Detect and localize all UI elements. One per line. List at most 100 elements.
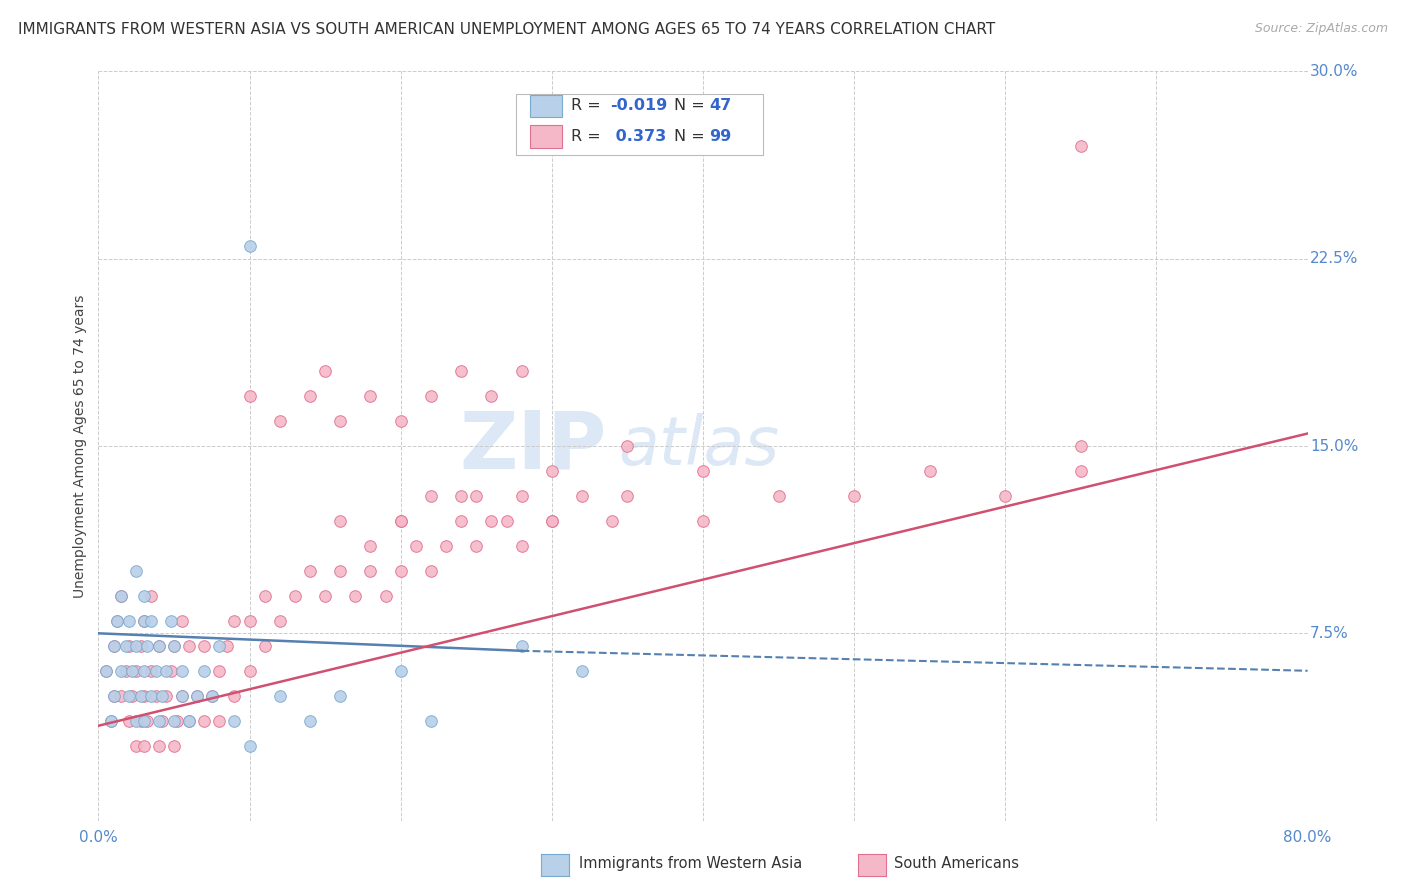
Point xyxy=(481,389,503,403)
Point xyxy=(253,639,276,653)
Point xyxy=(103,689,125,703)
Point xyxy=(110,664,132,678)
Point xyxy=(495,514,517,528)
Point xyxy=(224,614,246,628)
Point xyxy=(510,364,533,378)
Point xyxy=(110,689,132,703)
Text: 15.0%: 15.0% xyxy=(1310,439,1358,453)
Point xyxy=(208,639,231,653)
Point xyxy=(114,664,136,678)
Text: N =: N = xyxy=(673,129,710,145)
Text: -0.019: -0.019 xyxy=(610,98,666,113)
Point xyxy=(208,714,231,728)
Point xyxy=(179,714,201,728)
Point xyxy=(389,514,412,528)
Point xyxy=(132,614,155,628)
Point xyxy=(329,689,352,703)
Point xyxy=(135,714,157,728)
Point xyxy=(405,539,427,553)
Point xyxy=(129,639,152,653)
Point xyxy=(118,639,141,653)
Point xyxy=(239,239,262,253)
Point xyxy=(179,639,201,653)
Point xyxy=(1070,464,1092,478)
Point xyxy=(118,689,141,703)
Point xyxy=(163,639,186,653)
Point xyxy=(253,589,276,603)
Text: 47: 47 xyxy=(709,98,731,113)
Point xyxy=(389,414,412,428)
Point xyxy=(110,589,132,603)
Point xyxy=(105,614,128,628)
Point xyxy=(148,739,170,753)
Point xyxy=(284,589,307,603)
Point xyxy=(269,614,291,628)
Point xyxy=(193,714,215,728)
Point xyxy=(163,639,186,653)
Point xyxy=(434,539,457,553)
Point xyxy=(602,514,624,528)
Text: Source: ZipAtlas.com: Source: ZipAtlas.com xyxy=(1254,22,1388,36)
Point xyxy=(450,514,472,528)
Point xyxy=(465,489,488,503)
Point xyxy=(768,489,790,503)
Point xyxy=(125,639,148,653)
Point xyxy=(616,439,638,453)
Point xyxy=(114,639,136,653)
Point xyxy=(420,389,443,403)
Point xyxy=(103,639,125,653)
Point xyxy=(360,389,382,403)
Text: R =: R = xyxy=(571,129,606,145)
Point xyxy=(239,739,262,753)
Point xyxy=(141,589,163,603)
Point xyxy=(918,464,941,478)
Point xyxy=(163,714,186,728)
Point xyxy=(269,689,291,703)
Point xyxy=(145,664,167,678)
Text: IMMIGRANTS FROM WESTERN ASIA VS SOUTH AMERICAN UNEMPLOYMENT AMONG AGES 65 TO 74 : IMMIGRANTS FROM WESTERN ASIA VS SOUTH AM… xyxy=(18,22,995,37)
Point xyxy=(201,689,224,703)
Point xyxy=(465,539,488,553)
Point xyxy=(150,689,173,703)
Point xyxy=(299,564,322,578)
Point xyxy=(118,614,141,628)
Point xyxy=(163,739,186,753)
Text: Immigrants from Western Asia: Immigrants from Western Asia xyxy=(579,856,803,871)
Point xyxy=(110,589,132,603)
Point xyxy=(166,714,188,728)
Point xyxy=(103,639,125,653)
Text: 30.0%: 30.0% xyxy=(1310,64,1358,78)
Point xyxy=(540,514,562,528)
Point xyxy=(186,689,208,703)
Text: N =: N = xyxy=(673,98,710,113)
Point xyxy=(510,539,533,553)
Point xyxy=(994,489,1017,503)
Point xyxy=(389,514,412,528)
Text: ZIP: ZIP xyxy=(458,407,606,485)
Point xyxy=(125,739,148,753)
Point xyxy=(125,714,148,728)
Text: 99: 99 xyxy=(709,129,731,145)
Point xyxy=(389,564,412,578)
Point xyxy=(1070,439,1092,453)
Point xyxy=(141,614,163,628)
Point xyxy=(160,614,183,628)
Point xyxy=(224,714,246,728)
Point xyxy=(179,714,201,728)
Point xyxy=(360,539,382,553)
Point xyxy=(170,614,193,628)
Point xyxy=(129,689,152,703)
Y-axis label: Unemployment Among Ages 65 to 74 years: Unemployment Among Ages 65 to 74 years xyxy=(73,294,87,598)
Point xyxy=(540,464,562,478)
Point xyxy=(571,489,593,503)
FancyBboxPatch shape xyxy=(516,94,763,155)
Point xyxy=(132,714,155,728)
Point xyxy=(540,514,562,528)
Point xyxy=(299,389,322,403)
Point xyxy=(148,714,170,728)
Point xyxy=(125,664,148,678)
Point xyxy=(132,589,155,603)
Point xyxy=(186,689,208,703)
Text: 7.5%: 7.5% xyxy=(1310,626,1348,640)
Point xyxy=(170,689,193,703)
